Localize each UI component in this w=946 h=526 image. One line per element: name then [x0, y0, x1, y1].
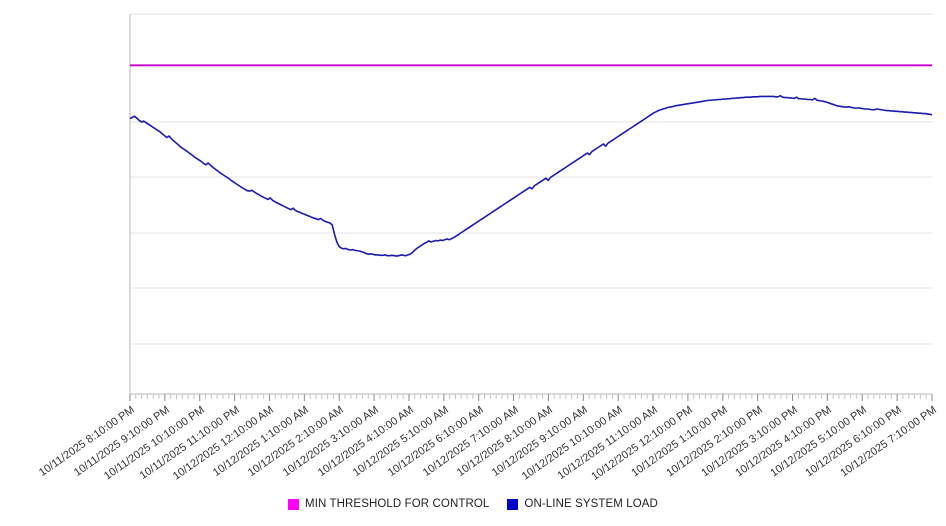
- legend-swatch-magenta-icon: [288, 498, 300, 510]
- legend-label: MIN THRESHOLD FOR CONTROL: [305, 498, 490, 510]
- x-axis-ticks: [129, 394, 933, 401]
- chart-legend: MIN THRESHOLD FOR CONTROL ON-LINE SYSTEM…: [0, 494, 946, 514]
- legend-item-on-line-system-load[interactable]: ON-LINE SYSTEM LOAD: [507, 498, 658, 510]
- series-on-line-system-load: [129, 94, 933, 257]
- gridlines: [130, 13, 932, 345]
- legend-swatch-blue-icon: [507, 498, 519, 510]
- legend-item-min-threshold-for-control[interactable]: MIN THRESHOLD FOR CONTROL: [288, 498, 489, 510]
- legend-label: ON-LINE SYSTEM LOAD: [524, 498, 658, 510]
